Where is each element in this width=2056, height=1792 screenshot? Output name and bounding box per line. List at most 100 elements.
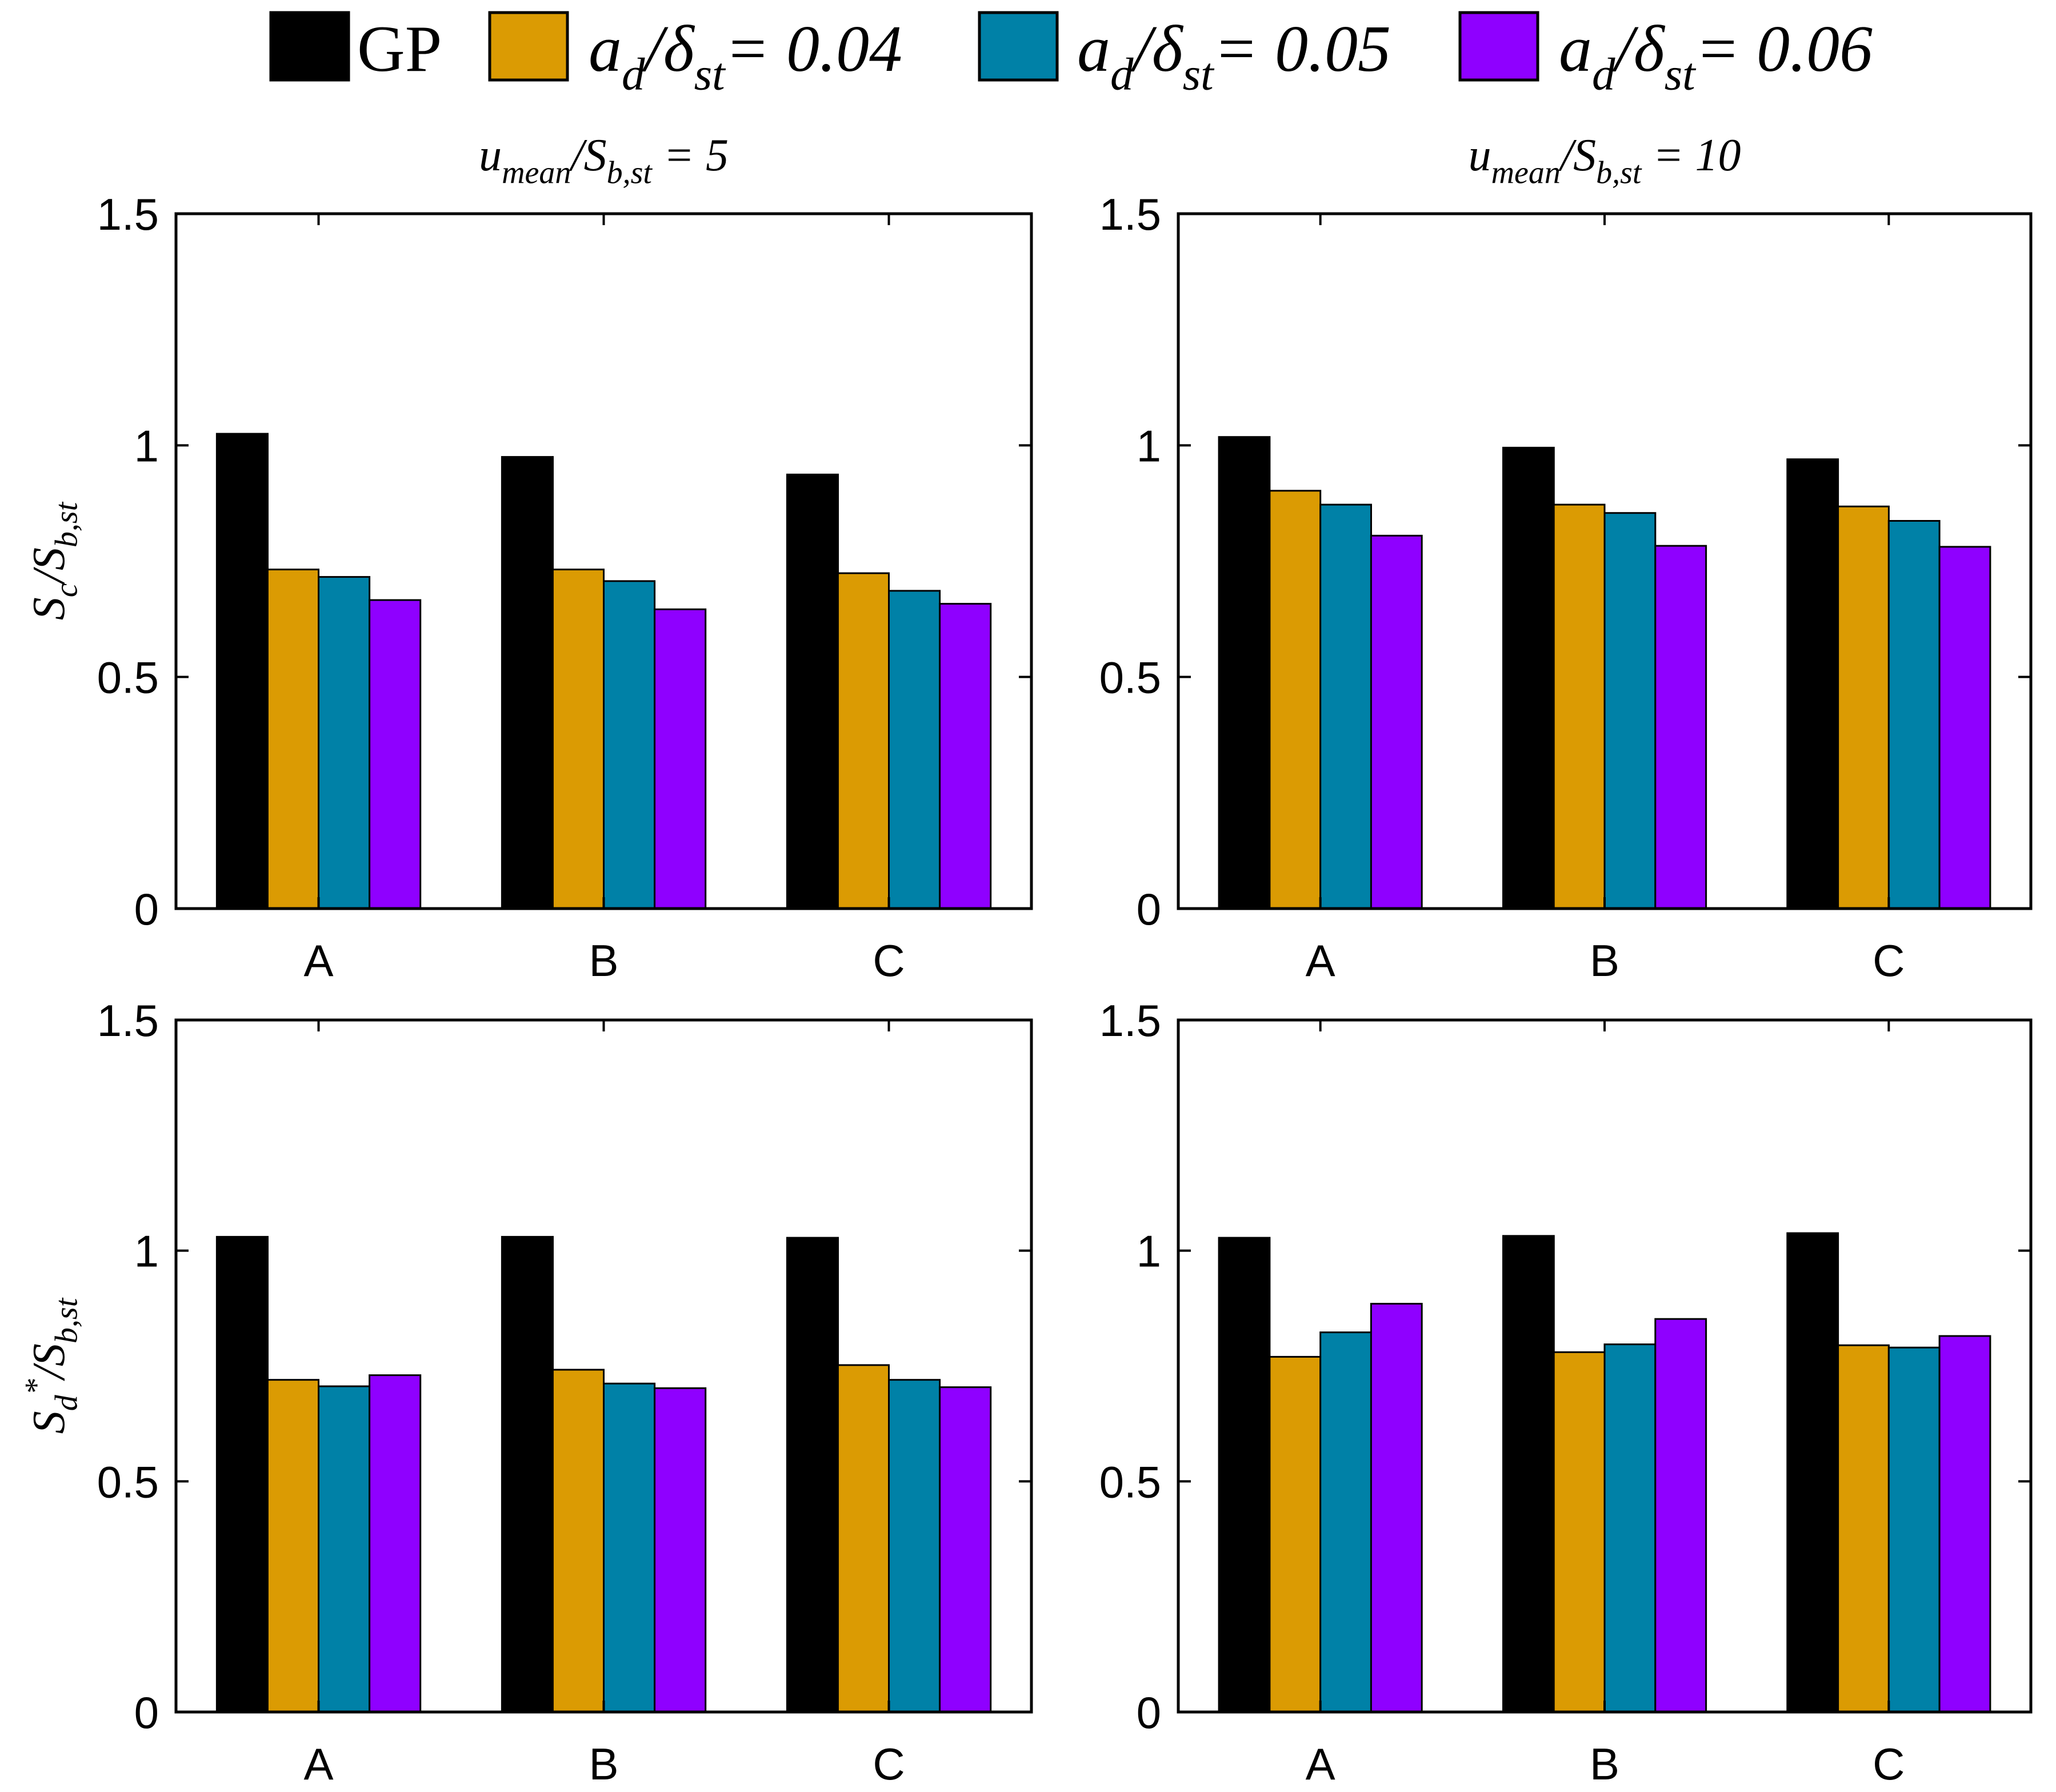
legend-label: GP <box>357 13 442 86</box>
bar <box>215 433 269 910</box>
bar <box>1370 534 1423 910</box>
panel-bottom-left: A B C 0 0.5 1 1.5 Sd*/Sb,st <box>19 995 1033 1789</box>
y-tick-label: 1.5 <box>97 995 159 1046</box>
bar <box>1553 503 1606 910</box>
bar <box>318 1385 371 1713</box>
bar <box>318 576 371 910</box>
legend-entry: ad/δst= 0.06 <box>1458 11 1873 100</box>
axes-box <box>174 1018 1033 1714</box>
x-tick-label: A <box>303 935 333 986</box>
y-axis-label: Sd*/Sb,st <box>19 1297 85 1434</box>
legend-swatch <box>1458 11 1539 82</box>
bar <box>551 569 605 910</box>
bar <box>1218 1237 1271 1713</box>
bar <box>1502 1235 1555 1713</box>
y-tick-label: 0 <box>134 884 159 934</box>
panel-title: umean/Sb,st = 10 <box>1469 130 1741 190</box>
bar <box>837 572 890 910</box>
bar <box>888 1379 941 1713</box>
axes-box <box>1177 1018 2033 1714</box>
x-tick-label: B <box>1590 935 1619 986</box>
bar <box>1837 1344 1890 1713</box>
y-tick-label: 1.5 <box>1099 995 1161 1046</box>
legend-label: ad/δst= 0.04 <box>589 13 902 100</box>
legend: GP ad/δst= 0.04 ad/δst= 0.05 ad/δst= 0.06 <box>269 11 1873 100</box>
legend-label: ad/δst= 0.06 <box>1559 13 1873 100</box>
legend-label: ad/δst= 0.05 <box>1077 13 1391 100</box>
bar <box>1938 546 1991 910</box>
legend-swatch <box>488 11 569 82</box>
panel-title: umean/Sb,st = 5 <box>479 130 729 190</box>
panel-bottom-right: A B C 0 0.5 1 1.5 <box>1099 995 2033 1789</box>
bar <box>603 1382 656 1713</box>
legend-entry: ad/δst= 0.04 <box>488 11 902 100</box>
y-axis-label: Sc/Sb,st <box>24 501 84 620</box>
bar <box>1938 1335 1991 1713</box>
x-tick-label: B <box>589 935 618 986</box>
bar <box>939 603 992 910</box>
bar <box>939 1386 992 1713</box>
bar <box>1218 436 1271 910</box>
x-tick-label: A <box>303 1739 333 1789</box>
bar <box>1837 505 1890 910</box>
y-tick-label: 1 <box>1137 421 1161 471</box>
x-tick-label: B <box>1590 1739 1619 1789</box>
y-tick-label: 0 <box>1137 1687 1161 1738</box>
bar <box>786 1237 839 1713</box>
y-tick-label: 0.5 <box>97 653 159 703</box>
axes-box <box>1177 212 2033 910</box>
y-tick-label: 1 <box>134 421 159 471</box>
bar <box>215 1235 269 1713</box>
y-tick-label: 1 <box>1137 1226 1161 1277</box>
bar <box>1319 1331 1372 1713</box>
bar <box>654 1387 707 1713</box>
legend-swatch <box>269 11 350 82</box>
bar <box>266 1379 319 1713</box>
bar <box>786 473 839 910</box>
x-tick-label: C <box>873 935 905 986</box>
x-tick-label: C <box>873 1739 905 1789</box>
bar <box>551 1369 605 1713</box>
y-tick-label: 1.5 <box>1099 189 1161 239</box>
bar <box>266 569 319 910</box>
bar <box>501 1235 554 1713</box>
bar <box>1269 490 1322 910</box>
bar <box>1654 545 1707 910</box>
y-tick-label: 1 <box>134 1226 159 1277</box>
legend-entry: ad/δst= 0.05 <box>978 11 1391 100</box>
bar <box>1887 1346 1941 1713</box>
bar <box>1654 1318 1707 1713</box>
bar <box>888 590 941 910</box>
panel-top-right: A B C 0 0.5 1 1.5 umean/Sb,st = 10 <box>1099 130 2033 986</box>
bar <box>1502 446 1555 910</box>
y-tick-label: 0 <box>134 1687 159 1738</box>
bar <box>603 580 656 910</box>
bar <box>1786 458 1839 910</box>
x-tick-label: C <box>1873 935 1905 986</box>
bar <box>1269 1355 1322 1713</box>
y-tick-label: 0.5 <box>1099 653 1161 703</box>
chart-panels: A B C 0 0.5 1 1.5 umean/Sb,st = 5 Sc/Sb,st A B C 0 0.… <box>19 130 2033 1789</box>
y-tick-label: 0 <box>1137 884 1161 934</box>
x-tick-label: B <box>589 1739 618 1789</box>
bar <box>1603 512 1657 910</box>
bar <box>1887 520 1941 910</box>
bar <box>1370 1303 1423 1713</box>
y-tick-label: 0.5 <box>1099 1457 1161 1507</box>
legend-swatch <box>978 11 1059 82</box>
bar <box>1319 503 1372 910</box>
bar <box>1553 1351 1606 1713</box>
y-tick-label: 0.5 <box>97 1457 159 1507</box>
bar <box>1603 1343 1657 1713</box>
x-tick-label: A <box>1306 1739 1335 1789</box>
bar <box>1786 1232 1839 1713</box>
bar <box>369 1374 422 1713</box>
y-tick-label: 1.5 <box>97 189 159 239</box>
x-tick-label: A <box>1306 935 1335 986</box>
bar <box>837 1364 890 1713</box>
x-tick-label: C <box>1873 1739 1905 1789</box>
bar <box>369 599 422 910</box>
bar <box>654 608 707 910</box>
axes-box <box>174 212 1033 910</box>
